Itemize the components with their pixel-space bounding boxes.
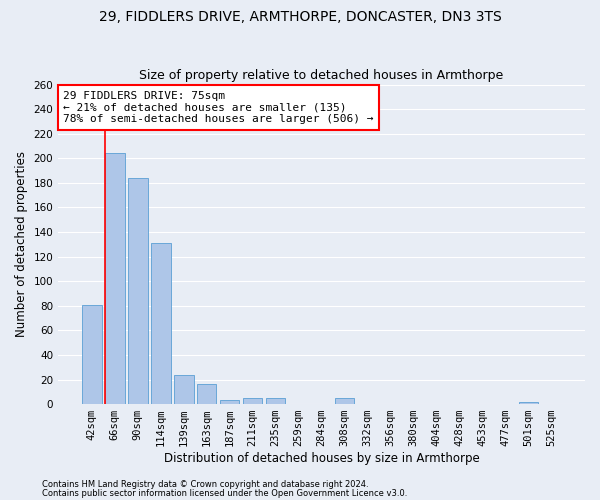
Bar	[335, 398, 355, 404]
Bar	[243, 398, 262, 404]
Bar	[128, 178, 148, 404]
Title: Size of property relative to detached houses in Armthorpe: Size of property relative to detached ho…	[139, 69, 504, 82]
Text: 29 FIDDLERS DRIVE: 75sqm
← 21% of detached houses are smaller (135)
78% of semi-: 29 FIDDLERS DRIVE: 75sqm ← 21% of detach…	[64, 91, 374, 124]
Bar	[82, 304, 101, 404]
Bar	[518, 402, 538, 404]
Text: Contains public sector information licensed under the Open Government Licence v3: Contains public sector information licen…	[42, 488, 407, 498]
Bar	[220, 400, 239, 404]
Text: Contains HM Land Registry data © Crown copyright and database right 2024.: Contains HM Land Registry data © Crown c…	[42, 480, 368, 489]
Text: 29, FIDDLERS DRIVE, ARMTHORPE, DONCASTER, DN3 3TS: 29, FIDDLERS DRIVE, ARMTHORPE, DONCASTER…	[98, 10, 502, 24]
Bar	[151, 243, 170, 404]
Bar	[105, 154, 125, 404]
X-axis label: Distribution of detached houses by size in Armthorpe: Distribution of detached houses by size …	[164, 452, 479, 465]
Bar	[266, 398, 286, 404]
Y-axis label: Number of detached properties: Number of detached properties	[15, 152, 28, 338]
Bar	[174, 374, 194, 404]
Bar	[197, 384, 217, 404]
